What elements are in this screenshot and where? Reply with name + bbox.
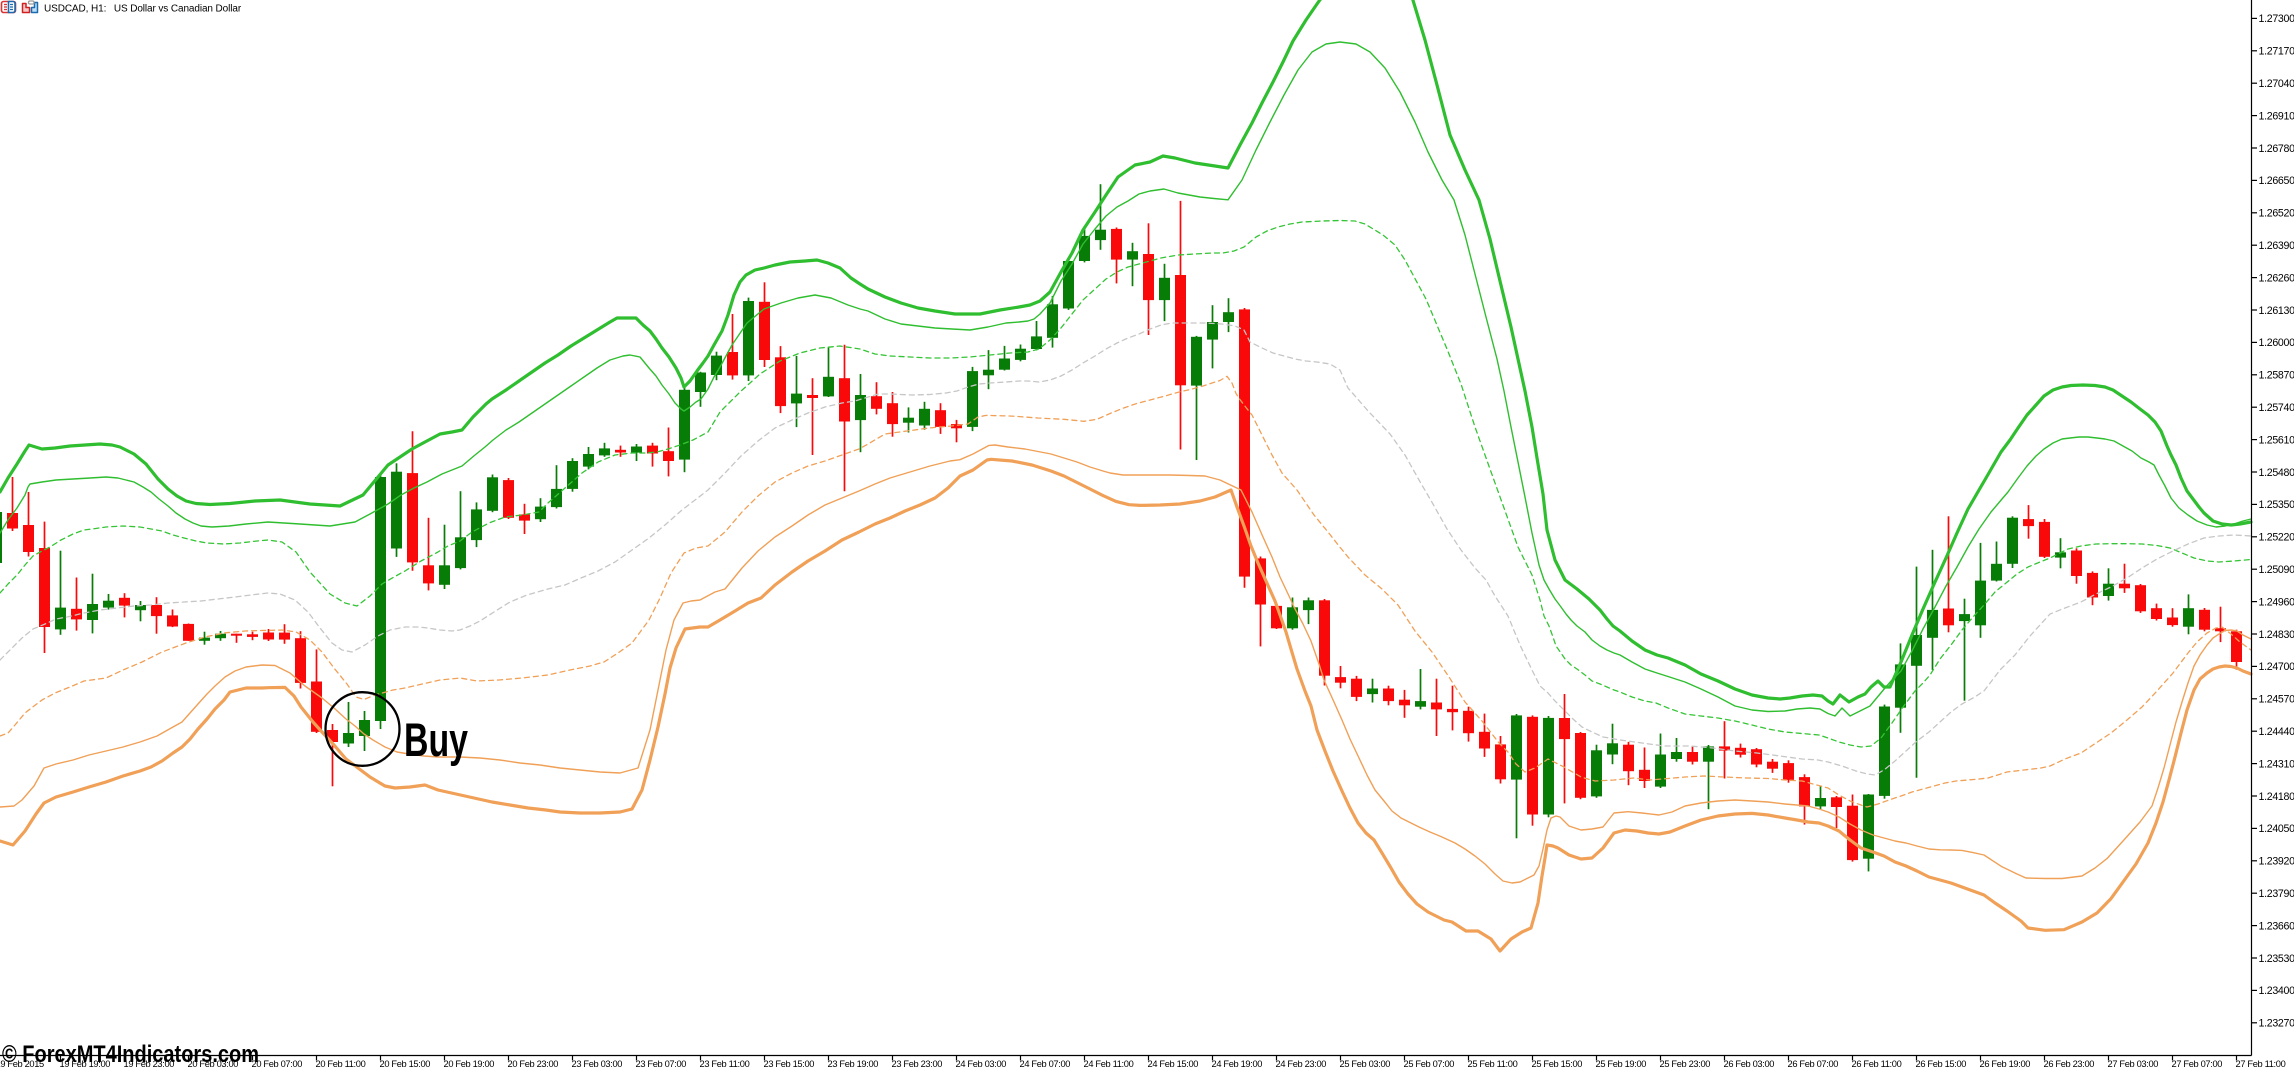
- svg-text:26 Feb 23:00: 26 Feb 23:00: [2044, 1059, 2095, 1069]
- svg-text:27 Feb 07:00: 27 Feb 07:00: [2172, 1059, 2223, 1069]
- svg-text:25 Feb 11:00: 25 Feb 11:00: [1468, 1059, 1518, 1069]
- svg-text:1.25350: 1.25350: [2259, 499, 2294, 511]
- svg-text:1.27170: 1.27170: [2259, 46, 2294, 58]
- svg-text:23 Feb 15:00: 23 Feb 15:00: [764, 1059, 815, 1069]
- svg-text:1.26390: 1.26390: [2259, 240, 2294, 252]
- svg-text:19 Feb 23:00: 19 Feb 23:00: [124, 1059, 175, 1069]
- svg-text:26 Feb 03:00: 26 Feb 03:00: [1724, 1059, 1775, 1069]
- svg-text:26 Feb 11:00: 26 Feb 11:00: [1852, 1059, 1902, 1069]
- svg-text:24 Feb 03:00: 24 Feb 03:00: [956, 1059, 1007, 1069]
- svg-text:25 Feb 15:00: 25 Feb 15:00: [1532, 1059, 1583, 1069]
- svg-text:1.26130: 1.26130: [2259, 305, 2294, 317]
- svg-text:1.26000: 1.26000: [2259, 337, 2294, 349]
- svg-text:27 Feb 03:00: 27 Feb 03:00: [2108, 1059, 2159, 1069]
- svg-text:© ForexMT4Indicators.com: © ForexMT4Indicators.com: [2, 1041, 259, 1068]
- svg-text:1.24310: 1.24310: [2259, 758, 2294, 770]
- svg-text:1.26520: 1.26520: [2259, 208, 2294, 220]
- svg-text:24 Feb 23:00: 24 Feb 23:00: [1276, 1059, 1327, 1069]
- svg-text:1.27040: 1.27040: [2259, 78, 2294, 90]
- svg-text:1.24830: 1.24830: [2259, 629, 2294, 641]
- svg-text:24 Feb 15:00: 24 Feb 15:00: [1148, 1059, 1199, 1069]
- svg-text:1.24440: 1.24440: [2259, 726, 2294, 738]
- svg-text:1.23530: 1.23530: [2259, 953, 2294, 965]
- svg-text:1.23790: 1.23790: [2259, 888, 2294, 900]
- svg-text:1.25220: 1.25220: [2259, 532, 2294, 544]
- svg-text:1.26780: 1.26780: [2259, 143, 2294, 155]
- svg-text:1.24570: 1.24570: [2259, 694, 2294, 706]
- svg-text:1.23660: 1.23660: [2259, 920, 2294, 932]
- svg-text:1.24050: 1.24050: [2259, 823, 2294, 835]
- svg-text:1.23400: 1.23400: [2259, 985, 2294, 997]
- svg-text:25 Feb 19:00: 25 Feb 19:00: [1596, 1059, 1647, 1069]
- svg-text:1.24700: 1.24700: [2259, 661, 2294, 673]
- svg-text:20 Feb 11:00: 20 Feb 11:00: [316, 1059, 366, 1069]
- svg-text:19 Feb 2015: 19 Feb 2015: [0, 1059, 44, 1069]
- svg-text:1.23270: 1.23270: [2259, 1018, 2294, 1030]
- svg-text:1.25610: 1.25610: [2259, 434, 2294, 446]
- svg-text:25 Feb 07:00: 25 Feb 07:00: [1404, 1059, 1455, 1069]
- svg-text:24 Feb 07:00: 24 Feb 07:00: [1020, 1059, 1071, 1069]
- svg-text:23 Feb 03:00: 23 Feb 03:00: [572, 1059, 623, 1069]
- svg-text:1.25090: 1.25090: [2259, 564, 2294, 576]
- svg-text:25 Feb 03:00: 25 Feb 03:00: [1340, 1059, 1391, 1069]
- svg-text:20 Feb 07:00: 20 Feb 07:00: [252, 1059, 303, 1069]
- svg-text:26 Feb 19:00: 26 Feb 19:00: [1980, 1059, 2031, 1069]
- svg-text:1.26260: 1.26260: [2259, 272, 2294, 284]
- svg-text:23 Feb 07:00: 23 Feb 07:00: [636, 1059, 687, 1069]
- svg-text:Buy: Buy: [404, 713, 468, 766]
- svg-text:24 Feb 11:00: 24 Feb 11:00: [1084, 1059, 1134, 1069]
- svg-text:20 Feb 03:00: 20 Feb 03:00: [188, 1059, 239, 1069]
- svg-text:19 Feb 19:00: 19 Feb 19:00: [60, 1059, 111, 1069]
- svg-text:1.23920: 1.23920: [2259, 856, 2294, 868]
- svg-text:26 Feb 07:00: 26 Feb 07:00: [1788, 1059, 1839, 1069]
- svg-text:1.27300: 1.27300: [2259, 13, 2294, 25]
- svg-text:1.25870: 1.25870: [2259, 370, 2294, 382]
- svg-text:20 Feb 19:00: 20 Feb 19:00: [444, 1059, 495, 1069]
- svg-text:23 Feb 11:00: 23 Feb 11:00: [700, 1059, 750, 1069]
- svg-text:23 Feb 19:00: 23 Feb 19:00: [828, 1059, 879, 1069]
- svg-text:1.24960: 1.24960: [2259, 596, 2294, 608]
- svg-text:1.26650: 1.26650: [2259, 175, 2294, 187]
- svg-text:25 Feb 23:00: 25 Feb 23:00: [1660, 1059, 1711, 1069]
- svg-text:26 Feb 15:00: 26 Feb 15:00: [1916, 1059, 1967, 1069]
- svg-text:20 Feb 15:00: 20 Feb 15:00: [380, 1059, 431, 1069]
- svg-text:1.26910: 1.26910: [2259, 110, 2294, 122]
- svg-text:27 Feb 11:00: 27 Feb 11:00: [2236, 1059, 2286, 1069]
- svg-text:20 Feb 23:00: 20 Feb 23:00: [508, 1059, 559, 1069]
- svg-text:23 Feb 23:00: 23 Feb 23:00: [892, 1059, 943, 1069]
- svg-text:1.25740: 1.25740: [2259, 402, 2294, 414]
- svg-text:1.24180: 1.24180: [2259, 791, 2294, 803]
- svg-text:USDCAD, H1: US Dollar vs Cana: USDCAD, H1: US Dollar vs Canadian Dollar: [44, 4, 242, 15]
- svg-text:24 Feb 19:00: 24 Feb 19:00: [1212, 1059, 1263, 1069]
- svg-text:1.25480: 1.25480: [2259, 467, 2294, 479]
